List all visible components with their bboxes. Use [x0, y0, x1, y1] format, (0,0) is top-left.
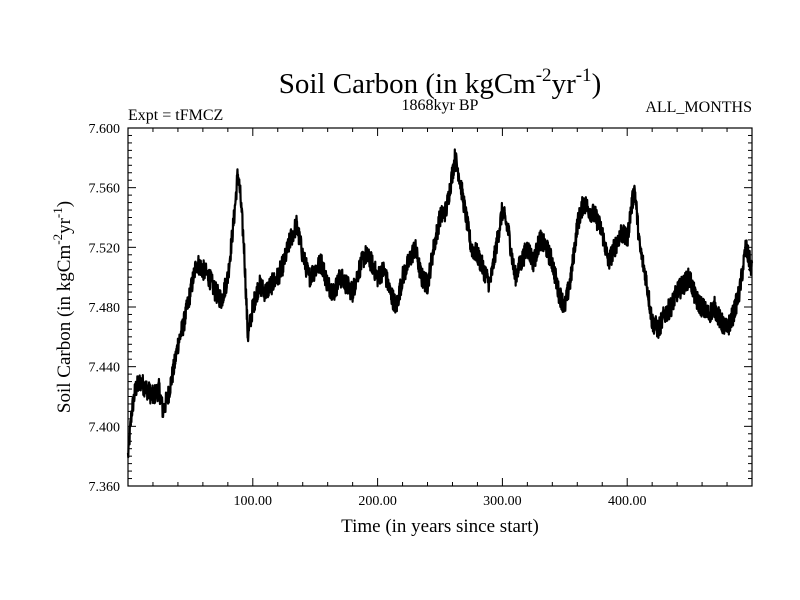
svg-text:Soil Carbon (in kgCm-2yr-1): Soil Carbon (in kgCm-2yr-1) [50, 201, 75, 413]
title-main: Soil Carbon (in kgCm [279, 68, 536, 100]
title-sup2: -1 [576, 65, 592, 86]
y-axis-title: Soil Carbon (in kgCm-2yr-1) [50, 201, 75, 413]
title-mid: yr [552, 68, 577, 100]
ylabel-sup2: -1 [50, 207, 65, 218]
y-tick-label: 7.520 [89, 241, 121, 256]
y-tick-label: 7.440 [89, 361, 121, 376]
x-tick-label: 300.00 [483, 494, 522, 509]
x-axis-title: Time (in years since start) [341, 516, 539, 537]
axis-tick-labels: 100.00 200.00 300.00 400.00 7.360 7.400 7.440 7… [89, 122, 647, 509]
y-tick-label: 7.600 [89, 122, 121, 137]
series-line-soil-carbon [126, 148, 754, 459]
y-tick-label: 7.400 [89, 420, 121, 435]
ylabel-end: ) [54, 201, 75, 207]
ylabel-sup1: -2 [50, 234, 65, 245]
ylabel-main: Soil Carbon (in kgCm [54, 245, 75, 414]
chart-title: Soil Carbon (in kgCm-2yr-1) [279, 65, 601, 100]
subtitle-right: ALL_MONTHS [645, 99, 752, 116]
title-end: ) [592, 68, 602, 100]
x-tick-label: 200.00 [358, 494, 397, 509]
y-tick-label: 7.560 [89, 182, 121, 197]
svg-text:Soil Carbon (in kgCm-2yr-1): Soil Carbon (in kgCm-2yr-1) [279, 65, 601, 100]
x-tick-label: 100.00 [234, 494, 273, 509]
subtitle-left: Expt = tFMCZ [128, 107, 223, 124]
subtitle-center: 1868kyr BP [402, 97, 479, 114]
ylabel-mid: yr [54, 217, 75, 234]
y-tick-label: 7.480 [89, 301, 121, 316]
title-sup1: -2 [536, 65, 552, 86]
x-tick-label: 400.00 [608, 494, 647, 509]
y-tick-label: 7.360 [89, 480, 121, 495]
